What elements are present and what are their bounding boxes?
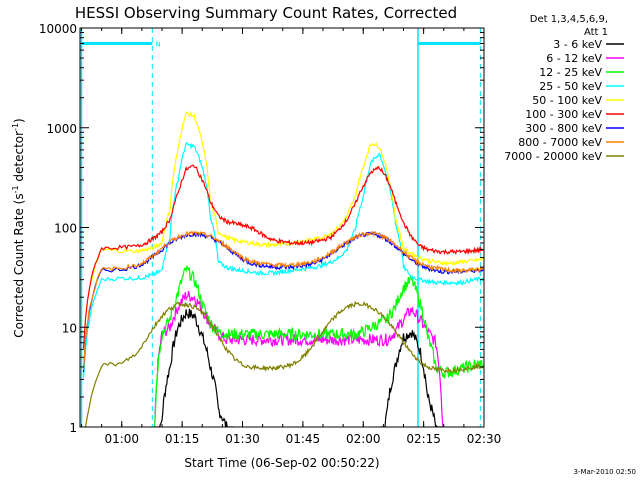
series-line-2 xyxy=(154,265,484,427)
legend-header-0: Det 1,3,4,5,6,9, xyxy=(530,14,608,25)
legend-label-8: 7000 - 20000 keV xyxy=(504,150,602,163)
series-line-6 xyxy=(82,231,484,373)
legend-label-1: 6 - 12 keV xyxy=(546,52,602,65)
legend-label-6: 300 - 800 keV xyxy=(525,122,602,135)
legend-label-7: 800 - 7000 keV xyxy=(518,136,602,149)
x-tick-label-3: 01:45 xyxy=(286,432,321,446)
series-line-8 xyxy=(83,300,484,427)
legend-label-4: 50 - 100 keV xyxy=(532,94,602,107)
series-line-5 xyxy=(82,164,484,349)
x-tick-label-1: 01:15 xyxy=(165,432,200,446)
x-tick-label-6: 02:30 xyxy=(467,432,502,446)
x-tick-label-2: 01:30 xyxy=(225,432,260,446)
y-tick-label-1: 10 xyxy=(62,321,77,335)
y-tick-label-2: 100 xyxy=(54,222,77,236)
x-axis-label: Start Time (06-Sep-02 00:50:22) xyxy=(184,456,379,470)
series-line-4 xyxy=(82,111,484,350)
legend-label-5: 100 - 300 keV xyxy=(525,108,602,121)
y-tick-label-0: 1 xyxy=(69,421,77,435)
x-tick-label-4: 02:00 xyxy=(346,432,381,446)
night-marker-label: N xyxy=(155,40,160,48)
x-tick-label-5: 02:15 xyxy=(406,432,441,446)
y-tick-label-3: 1000 xyxy=(46,122,77,136)
legend-label-0: 3 - 6 keV xyxy=(553,38,602,51)
legend-label-3: 25 - 50 keV xyxy=(539,80,602,93)
series-line-0 xyxy=(380,330,443,427)
footer-stamp: 3-Mar-2010 02:50 xyxy=(574,468,636,476)
x-tick-label-0: 01:00 xyxy=(104,432,139,446)
y-axis-label: Corrected Count Rate (s-1 detector-1) xyxy=(11,118,26,337)
chart-title: HESSI Observing Summary Count Rates, Cor… xyxy=(75,4,457,22)
y-tick-label-4: 10000 xyxy=(39,22,77,36)
legend-header-1: Att 1 xyxy=(584,27,608,38)
series-line-1 xyxy=(154,290,444,427)
series-line-0 xyxy=(154,308,234,427)
series-line-7 xyxy=(82,230,484,371)
legend-label-2: 12 - 25 keV xyxy=(539,66,602,79)
series-line-3 xyxy=(82,141,484,379)
